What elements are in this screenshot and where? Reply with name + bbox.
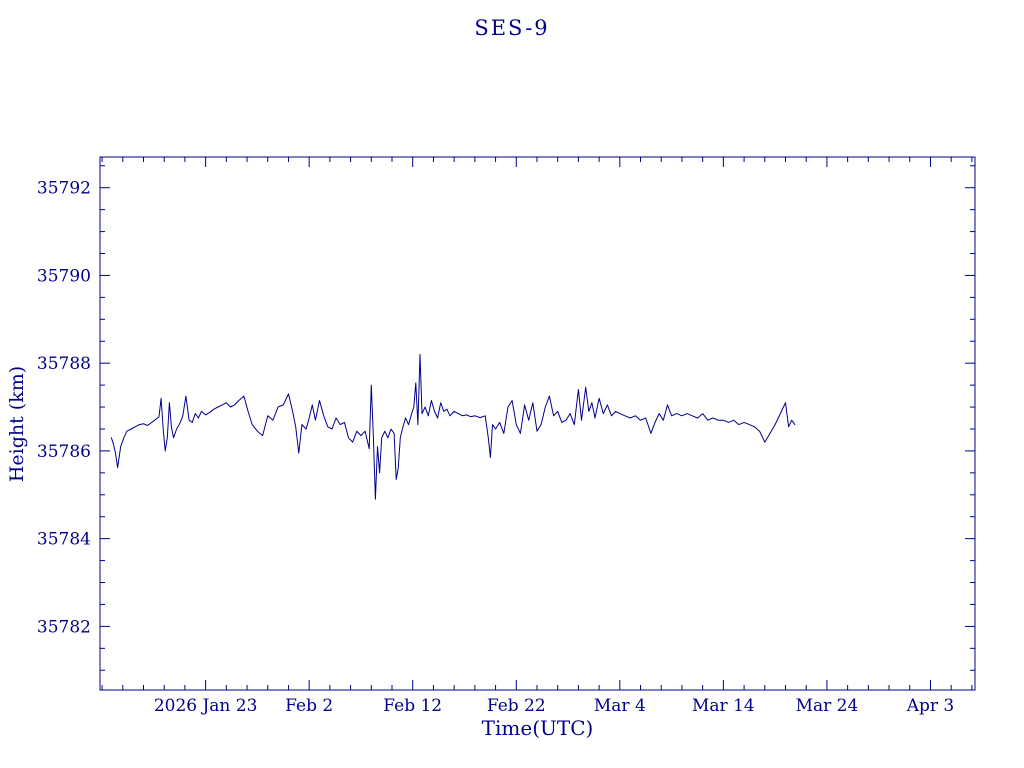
y-tick-label: 35786 (37, 442, 91, 462)
x-tick-label: Feb 2 (285, 696, 333, 716)
y-tick-label: 35792 (37, 179, 91, 199)
x-axis-label: Time(UTC) (481, 716, 594, 740)
x-tick-label: Mar 24 (796, 696, 859, 716)
plot-frame (99, 156, 976, 691)
chart-title: SES-9 (474, 16, 550, 40)
y-tick-label: 35784 (37, 530, 91, 550)
height-series-line (110, 353, 796, 500)
y-tick-label: 35788 (37, 354, 91, 374)
y-tick-label: 35782 (37, 617, 91, 637)
y-tick-label: 35790 (37, 266, 91, 286)
x-tick-label: Apr 3 (906, 696, 955, 716)
x-tick-label: Feb 22 (487, 696, 546, 716)
x-tick-label: Mar 14 (692, 696, 755, 716)
x-tick-label: Mar 4 (594, 696, 646, 716)
x-tick-label: Feb 12 (383, 696, 442, 716)
x-tick-label: 2026 Jan 23 (154, 696, 258, 716)
